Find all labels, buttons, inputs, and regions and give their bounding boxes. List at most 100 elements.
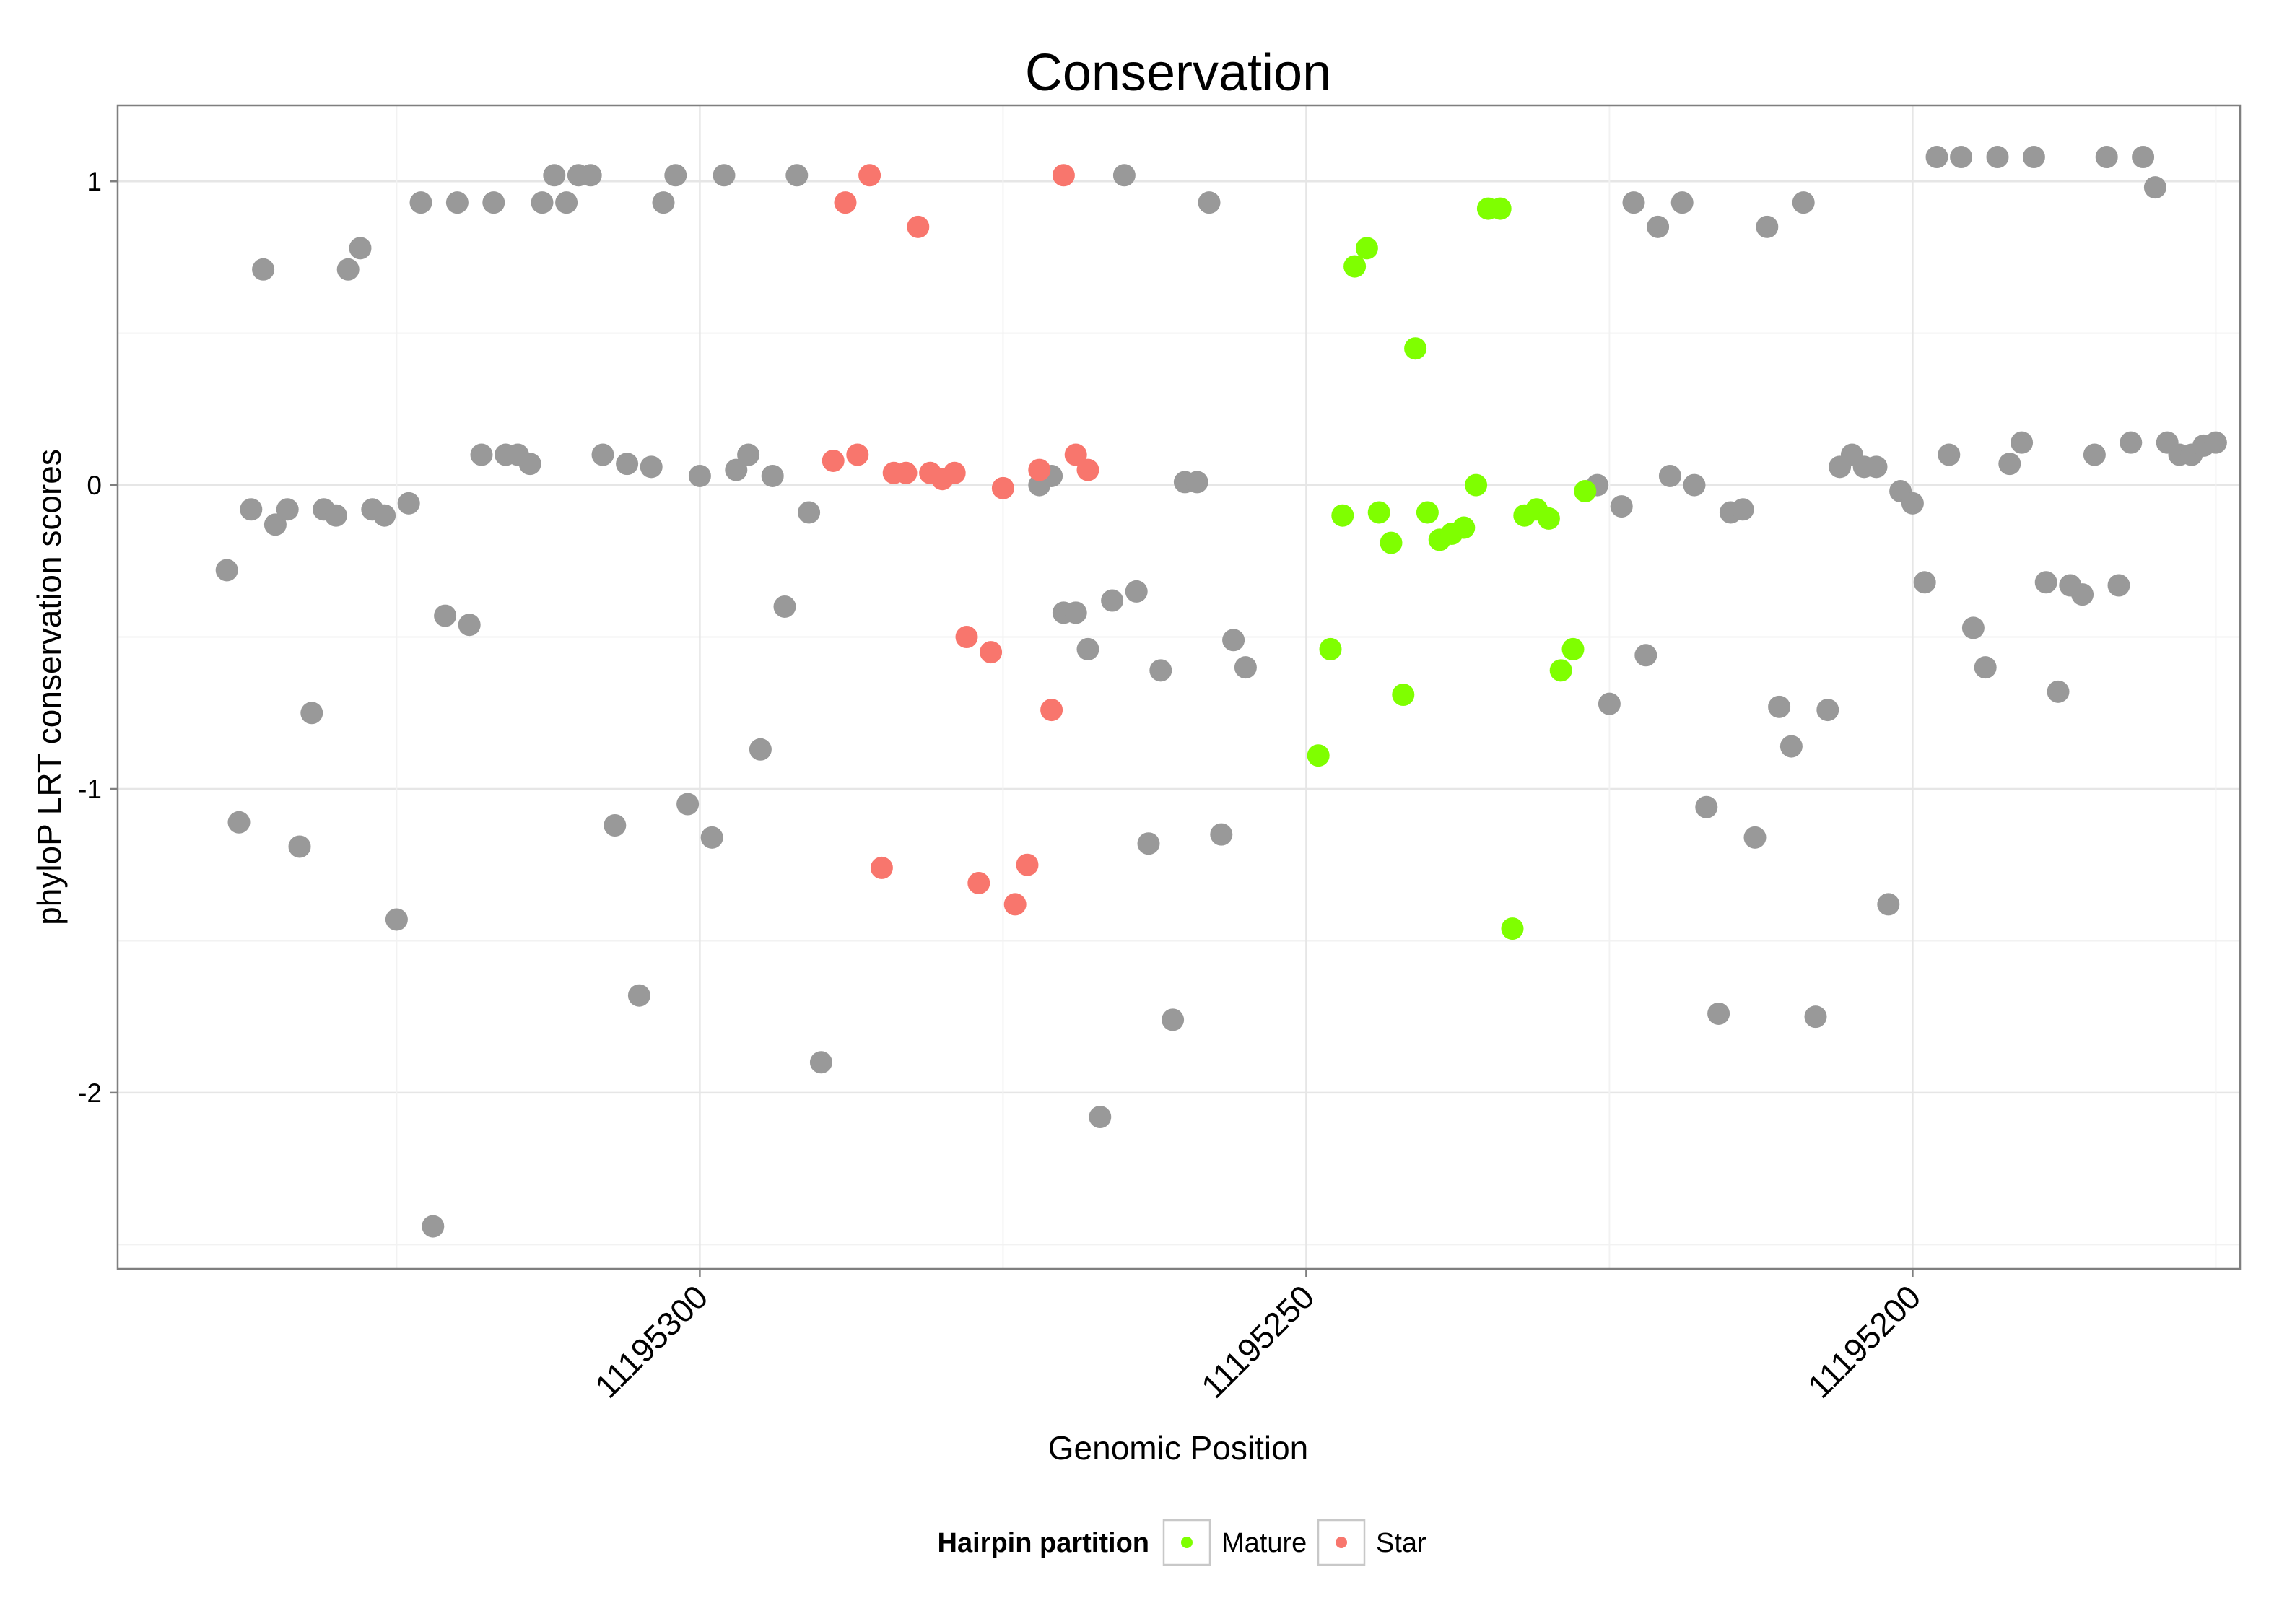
data-point [907,215,930,238]
data-point [1779,735,1803,758]
data-point [422,1215,445,1238]
data-point [1076,458,1099,481]
data-point [445,191,469,214]
data-point [349,237,372,260]
data-point [1610,495,1633,518]
data-point [1367,501,1390,524]
data-point [1804,1005,1827,1029]
data-point [531,191,554,214]
data-point [2083,443,2106,466]
data-point [1816,699,1839,722]
data-point [1865,455,1888,479]
data-points [215,146,2227,1238]
data-point [991,476,1014,499]
data-point [1392,684,1415,707]
data-point [1622,191,1645,214]
data-point [591,443,614,466]
data-point [1707,1002,1730,1025]
data-point [627,984,650,1007]
data-point [1319,637,1342,660]
data-point [1185,471,1208,494]
plot-panel [116,104,2242,1270]
data-point [1974,656,1997,679]
data-point [1598,692,1621,715]
data-point [1016,853,1039,876]
data-point [1670,191,1694,214]
data-point [276,498,299,521]
y-axis: 1 0 -1 -2 [78,167,118,1108]
data-point [1064,601,1087,624]
data-point [1380,531,1403,554]
data-point [579,164,602,187]
data-point [1307,744,1330,767]
data-point [1537,507,1560,530]
legend-label-star: Star [1376,1528,1426,1558]
data-point [894,461,918,484]
data-point [1234,656,1257,679]
data-point [664,164,687,187]
data-point [749,738,772,761]
data-point [324,504,347,527]
data-point [967,871,990,894]
data-point [1695,795,1718,818]
data-point [1355,237,1378,260]
data-point [1343,255,1367,278]
data-point [215,559,238,582]
data-point [1938,443,1961,466]
data-point [1561,637,1585,660]
data-point [1112,164,1136,187]
data-point [1101,589,1124,612]
data-point [1489,197,1512,220]
data-point [1683,473,1706,497]
data-point [2034,571,2057,594]
legend-label-mature: Mature [1221,1528,1307,1558]
y-tick-label: -2 [78,1078,102,1108]
data-point [543,164,566,187]
data-point [555,191,578,214]
data-point [1465,473,1488,497]
series-other [215,146,2227,1238]
chart-title: Conservation [1025,44,1331,102]
data-point [1125,580,1148,603]
data-point [616,453,639,476]
data-point [2120,431,2143,454]
data-point [846,443,869,466]
data-point [1986,146,2009,169]
data-point [458,614,481,637]
data-point [1961,616,1985,639]
data-point [1452,516,1476,539]
legend-dot-star [1336,1537,1347,1548]
data-point [2095,146,2118,169]
data-point [725,458,748,481]
legend: Hairpin partition Mature Star [938,1519,1426,1566]
data-point [240,498,263,521]
data-point [397,492,420,515]
legend-key-mature [1162,1519,1211,1566]
data-point [1501,917,1524,940]
data-point [2022,146,2045,169]
data-point [1756,215,1779,238]
data-point [773,595,796,618]
data-point [798,501,821,524]
data-point [1089,1106,1112,1129]
data-point [482,191,505,214]
data-point [1149,659,1172,682]
data-point [2132,146,2155,169]
data-point [1877,893,1900,916]
data-point [1768,695,1791,718]
data-point [300,702,323,725]
data-point [785,164,809,187]
legend-dot-mature [1181,1537,1193,1548]
data-point [1040,699,1063,722]
data-point [227,811,251,834]
data-point [1634,644,1657,667]
data-point [652,191,675,214]
data-point [1064,443,1087,466]
y-axis-label: phyloP LRT conservation scores [30,449,68,925]
data-point [518,453,541,476]
y-tick-label: 0 [87,471,102,500]
data-point [1076,637,1099,660]
data-point [252,258,275,281]
